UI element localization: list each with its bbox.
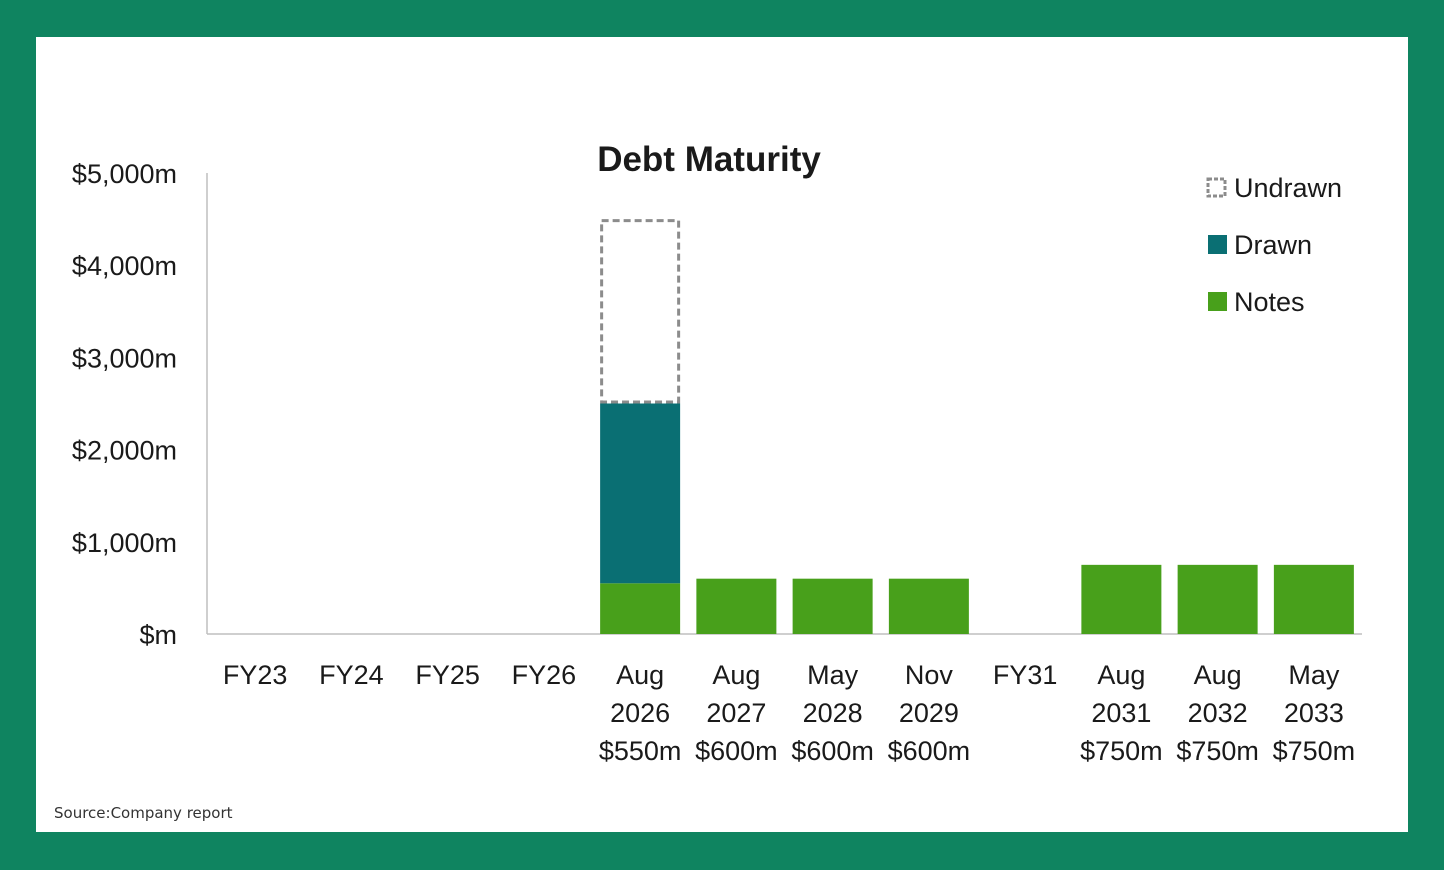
x-tick-label: Aug [712,660,760,690]
x-tick-label: Aug [1194,660,1242,690]
bar-notes [888,578,969,634]
bars [600,219,1354,634]
x-axis: FY23 FY24 FY25 FY26 Aug 2026 $550m Aug 2027 $600m… [207,633,1362,766]
bar-notes [792,578,873,634]
y-tick-label: $5,000m [72,159,177,189]
x-tick-label: 2033 [1284,698,1344,728]
legend-swatch-notes [1208,292,1227,311]
bar-notes [696,578,777,634]
x-tick-label: FY31 [993,660,1058,690]
legend-swatch-drawn [1208,235,1227,254]
x-tick-label: $600m [791,736,874,766]
bar-notes [1177,564,1258,634]
x-tick-label: 2028 [803,698,863,728]
x-tick-label: FY24 [319,660,384,690]
x-tick-label: Aug [1097,660,1145,690]
y-tick-label: $1,000m [72,528,177,558]
bar-notes [1081,564,1162,634]
x-tick-label: $600m [888,736,971,766]
x-tick-label: $750m [1273,736,1356,766]
x-tick-label: FY23 [223,660,288,690]
x-tick-label: FY25 [415,660,480,690]
x-tick-label: May [1288,660,1340,690]
y-tick-label: $m [139,620,177,650]
legend-item-notes: Notes [1208,287,1305,317]
legend-item-drawn: Drawn [1208,230,1312,260]
x-tick-label: 2032 [1188,698,1248,728]
legend-item-undrawn: Undrawn [1206,173,1342,203]
legend-label-notes: Notes [1234,287,1305,317]
bar-notes [600,583,681,634]
x-tick-label: FY26 [512,660,577,690]
bar-undrawn [600,219,681,404]
bar-drawn [600,403,681,584]
x-tick-label: $600m [695,736,778,766]
x-tick-label: May [807,660,859,690]
chart-panel [36,37,1408,832]
x-tick-label: 2029 [899,698,959,728]
x-tick-label: 2027 [706,698,766,728]
legend-label-undrawn: Undrawn [1234,173,1342,203]
y-axis: $m $1,000m $2,000m $3,000m $4,000m $5,000m [72,159,208,650]
x-tick-label: $750m [1176,736,1259,766]
legend: Undrawn Drawn Notes [1206,173,1342,317]
x-tick-label: Nov [905,660,954,690]
legend-label-drawn: Drawn [1234,230,1312,260]
y-tick-label: $3,000m [72,343,177,373]
legend-swatch-undrawn [1206,177,1227,198]
y-tick-label: $4,000m [72,251,177,281]
x-tick-label: 2031 [1091,698,1151,728]
x-tick-label: $550m [599,736,682,766]
x-tick-label: 2026 [610,698,670,728]
y-tick-label: $2,000m [72,436,177,466]
x-tick-label: Aug [616,660,664,690]
bar-notes [1273,564,1354,634]
source-note: Source:Company report [54,804,233,822]
chart-title: Debt Maturity [597,140,821,179]
x-tick-label: $750m [1080,736,1163,766]
